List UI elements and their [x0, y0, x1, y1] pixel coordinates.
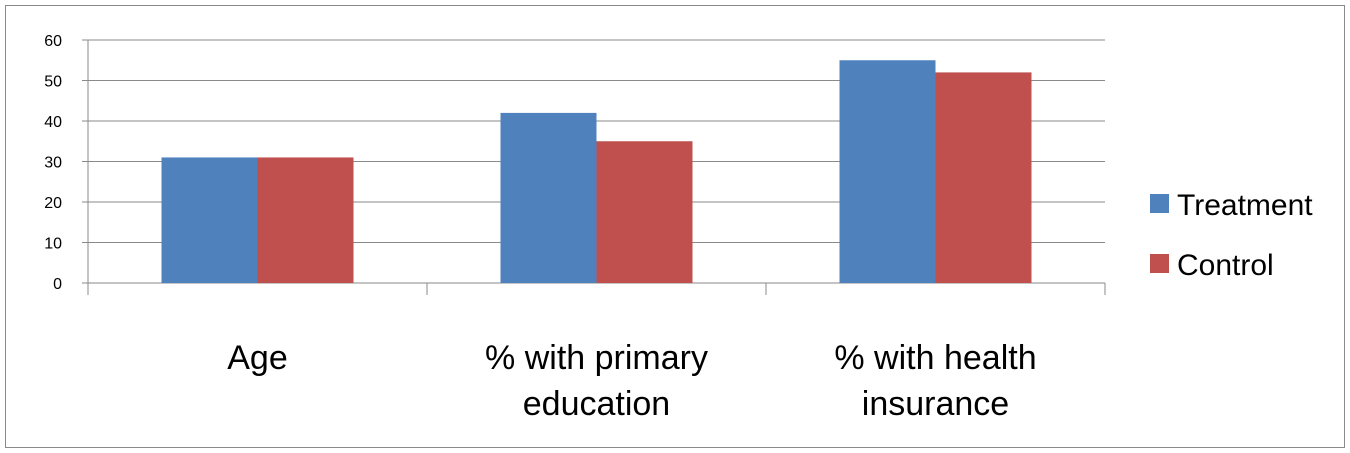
y-tick-label: 40	[44, 114, 62, 131]
y-tick-label: 20	[44, 195, 62, 212]
x-category-label: insurance	[862, 385, 1009, 423]
legend-label-treatment: Treatment	[1177, 189, 1313, 222]
legend-label-control: Control	[1177, 249, 1274, 282]
x-category-label: % with primary	[485, 339, 708, 377]
y-tick-label: 60	[44, 33, 62, 50]
x-category-label: Age	[227, 339, 288, 377]
x-category-label: % with health	[834, 339, 1036, 377]
bar-treatment-0	[161, 157, 258, 283]
y-tick-label: 50	[44, 74, 62, 91]
y-tick-label: 30	[44, 155, 62, 172]
y-tick-label: 10	[44, 236, 62, 253]
bar-control-2	[935, 72, 1032, 284]
legend-swatch-control	[1150, 254, 1169, 273]
x-category-label: education	[523, 385, 670, 423]
bar-treatment-2	[839, 60, 936, 283]
bar-treatment-1	[500, 112, 597, 284]
y-tick-label: 0	[53, 276, 62, 293]
legend-swatch-treatment	[1150, 194, 1169, 213]
bar-control-0	[257, 157, 354, 283]
bar-control-1	[596, 141, 693, 283]
